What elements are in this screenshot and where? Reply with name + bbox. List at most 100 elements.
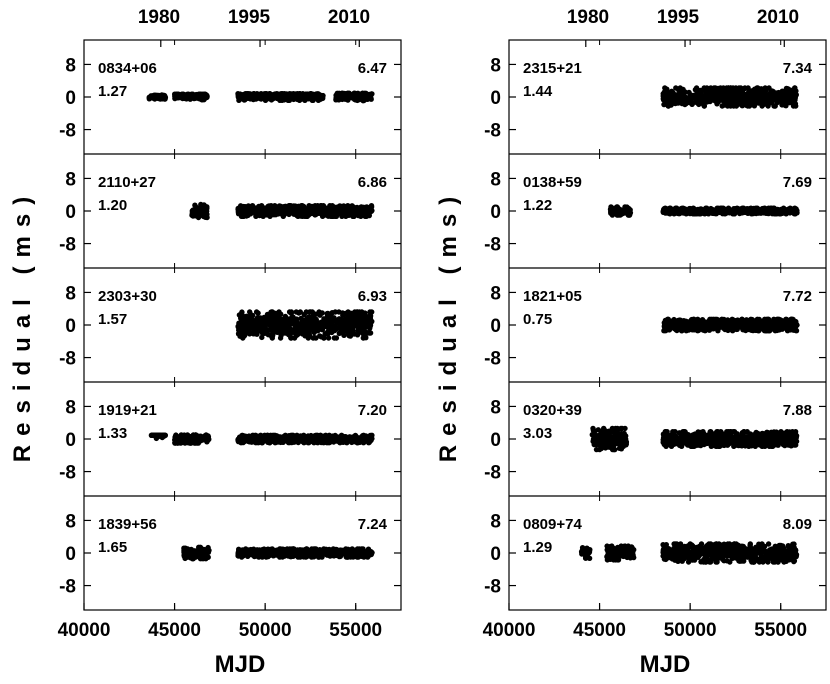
residual-point xyxy=(304,213,310,219)
pulsar-left-value: 1.65 xyxy=(98,539,127,556)
pulsar-left-value: 1.27 xyxy=(98,83,127,100)
residual-point xyxy=(288,335,294,341)
residual-point xyxy=(670,96,676,102)
pulsar-right-value: 7.24 xyxy=(358,516,388,533)
y-tick-label: 0 xyxy=(490,88,501,109)
residual-point xyxy=(700,94,706,101)
residual-point xyxy=(687,93,693,100)
residual-point xyxy=(304,436,310,442)
residual-point xyxy=(328,212,335,218)
residual-point xyxy=(692,94,698,100)
residual-point xyxy=(253,309,260,315)
residual-point xyxy=(273,436,279,442)
residual-point xyxy=(293,309,299,315)
residual-point xyxy=(240,335,246,341)
residual-point xyxy=(368,94,374,101)
residual-point xyxy=(665,103,672,109)
residual-point xyxy=(308,309,314,315)
residual-point xyxy=(330,318,337,324)
residual-point xyxy=(271,204,278,210)
residual-point xyxy=(361,93,367,99)
residual-point xyxy=(670,90,676,96)
residual-point xyxy=(316,209,322,216)
residual-point xyxy=(289,319,296,325)
residual-point xyxy=(331,438,337,444)
residual-point xyxy=(338,547,344,554)
pulsar-name-label: 1919+21 xyxy=(98,402,157,419)
residual-point xyxy=(197,93,204,100)
residual-point xyxy=(272,311,278,318)
residual-point xyxy=(268,332,274,339)
residual-point xyxy=(364,329,370,336)
residual-point xyxy=(189,437,195,443)
residual-point xyxy=(625,211,631,217)
residual-point xyxy=(285,321,291,327)
residual-point xyxy=(356,209,363,215)
residual-point xyxy=(239,436,245,442)
residual-point xyxy=(348,554,354,560)
y-tick-label: 8 xyxy=(65,397,76,418)
residual-point xyxy=(322,437,328,443)
y-tick-label: 8 xyxy=(65,283,76,304)
residual-point xyxy=(181,550,187,556)
residual-point xyxy=(352,207,358,214)
residual-point xyxy=(151,94,157,100)
residual-point xyxy=(250,434,256,441)
residual-point xyxy=(190,94,197,101)
residual-point xyxy=(360,546,366,552)
residual-point xyxy=(364,205,371,211)
residual-point xyxy=(288,309,295,315)
y-tick-label: -8 xyxy=(59,235,76,256)
residual-point xyxy=(248,311,254,318)
residual-point xyxy=(625,205,632,212)
residual-point xyxy=(355,90,361,97)
residual-point xyxy=(315,437,322,444)
residual-point xyxy=(285,97,291,103)
residual-point xyxy=(790,103,797,109)
residual-point xyxy=(286,547,293,553)
pulsar-name-label: 1839+56 xyxy=(98,516,157,533)
left-x-tick-label: 45000 xyxy=(148,620,201,641)
residual-point xyxy=(250,320,257,327)
residual-point xyxy=(341,332,347,338)
pulsar-right-value: 7.34 xyxy=(783,60,813,77)
pulsar-name-label: 2315+21 xyxy=(523,60,582,77)
residual-point xyxy=(711,85,718,92)
right-x-tick-label: 40000 xyxy=(483,620,536,641)
residual-point xyxy=(312,316,319,322)
residual-point xyxy=(236,546,242,552)
residual-point xyxy=(296,438,302,444)
y-tick-label: 0 xyxy=(65,430,76,451)
residual-point xyxy=(254,315,261,321)
residual-point xyxy=(699,87,706,94)
residual-point xyxy=(188,547,194,554)
residual-point xyxy=(249,206,255,212)
pulsar-name-label: 0834+06 xyxy=(98,60,157,77)
residual-point xyxy=(748,92,754,99)
residual-point xyxy=(609,205,616,211)
residual-point xyxy=(712,95,718,102)
residual-point xyxy=(746,103,753,109)
residual-point xyxy=(357,313,363,320)
left-year-label: 2010 xyxy=(328,7,370,28)
residual-point xyxy=(344,90,351,97)
residual-point xyxy=(367,438,373,444)
residual-point xyxy=(359,309,365,315)
residual-point xyxy=(725,85,732,91)
pulsar-left-value: 1.44 xyxy=(523,83,553,100)
residual-point xyxy=(298,206,304,213)
residual-point xyxy=(347,205,353,211)
residual-point xyxy=(680,96,686,102)
residual-point xyxy=(774,99,781,106)
residual-point xyxy=(203,210,209,216)
residual-point xyxy=(282,330,288,336)
residual-point xyxy=(264,315,270,321)
left-year-label: 1995 xyxy=(228,7,271,28)
residual-point xyxy=(239,330,245,337)
residual-point xyxy=(278,93,284,99)
